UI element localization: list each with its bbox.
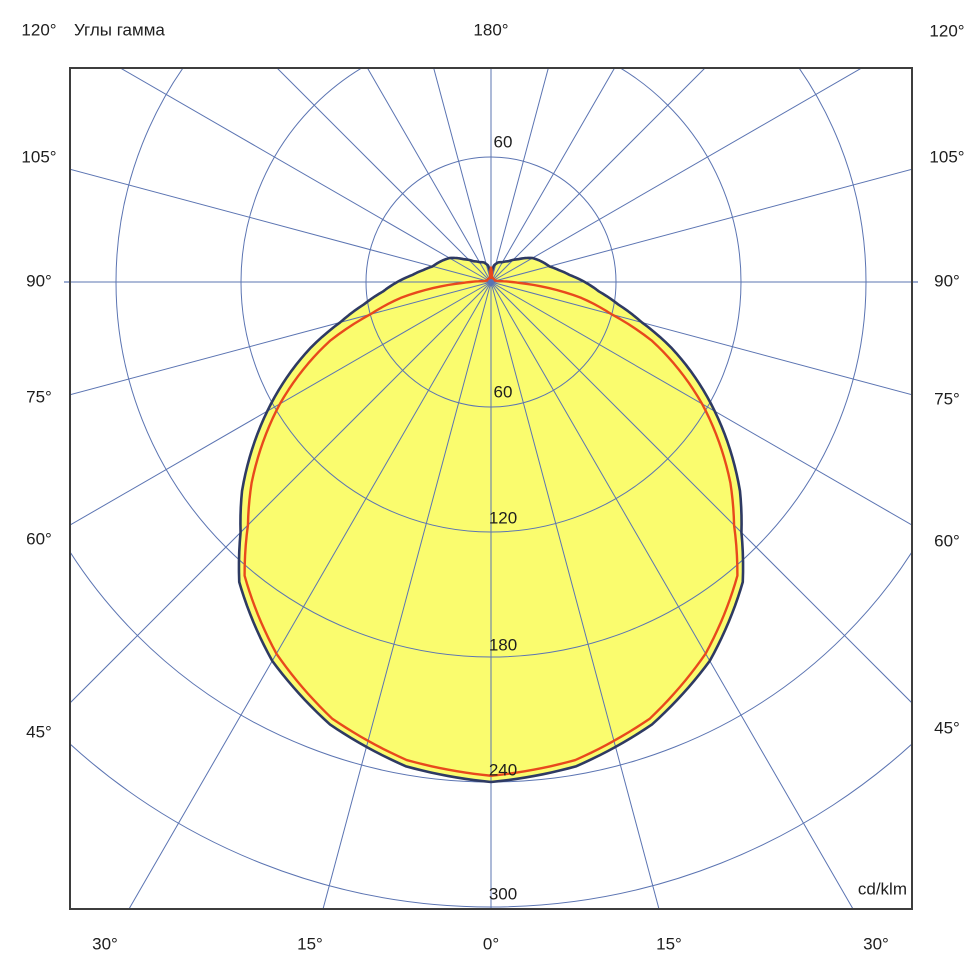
radial-tick-120: 120: [488, 508, 518, 528]
grid-ray: [70, 281, 492, 526]
gamma-label-left-75: 75°: [26, 387, 52, 407]
radial-tick-60-upper: 60: [493, 132, 513, 152]
grid-ray: [490, 281, 912, 526]
gamma-label-bottom-15l: 15°: [297, 934, 323, 954]
gamma-label-bottom-15r: 15°: [656, 934, 682, 954]
radial-tick-240: 240: [488, 760, 518, 780]
gamma-label-right-75: 75°: [934, 389, 960, 409]
chart-title: Углы гамма: [74, 20, 165, 40]
gamma-label-right-45: 45°: [934, 718, 960, 738]
grid-ray: [322, 281, 492, 909]
radial-tick-300: 300: [488, 884, 518, 904]
grid-ray: [490, 68, 616, 283]
gamma-label-bottom-30l: 30°: [92, 934, 118, 954]
radial-tick-180: 180: [488, 635, 518, 655]
gamma-label-left-45: 45°: [26, 722, 52, 742]
radial-tick-60: 60: [493, 382, 513, 402]
gamma-label-right-105: 105°: [929, 147, 965, 167]
gamma-label-top-left: 120°: [21, 20, 57, 40]
gamma-label-top-right: 120°: [929, 21, 965, 41]
grid-ray: [276, 68, 492, 283]
unit-label: cd/klm: [857, 879, 907, 899]
gamma-label-left-105: 105°: [21, 147, 57, 167]
grid-ray: [70, 281, 492, 704]
grid-ray: [119, 68, 492, 283]
grid-ray: [490, 281, 660, 909]
grid-ray: [433, 68, 492, 283]
photometric-curve-outline: [237, 256, 745, 784]
grid-ray: [490, 168, 912, 283]
grid-ray: [490, 281, 854, 909]
grid-ray: [490, 68, 706, 283]
grid-ray: [490, 68, 863, 283]
grid-ray: [70, 168, 492, 283]
gamma-label-bottom-30r: 30°: [863, 934, 889, 954]
gamma-label-left-60: 60°: [26, 529, 52, 549]
gamma-label-right-60: 60°: [934, 531, 960, 551]
gamma-label-left-90: 90°: [26, 271, 52, 291]
grid-ray: [490, 281, 912, 704]
gamma-label-top-center: 180°: [473, 20, 509, 40]
photometric-curve-secondary: [243, 266, 739, 777]
grid-ray: [366, 68, 492, 283]
gamma-label-bottom-0: 0°: [482, 934, 500, 954]
plot-frame: [69, 67, 913, 910]
gamma-label-right-90: 90°: [934, 271, 960, 291]
grid-ray: [490, 68, 549, 283]
grid-ray: [128, 281, 492, 909]
